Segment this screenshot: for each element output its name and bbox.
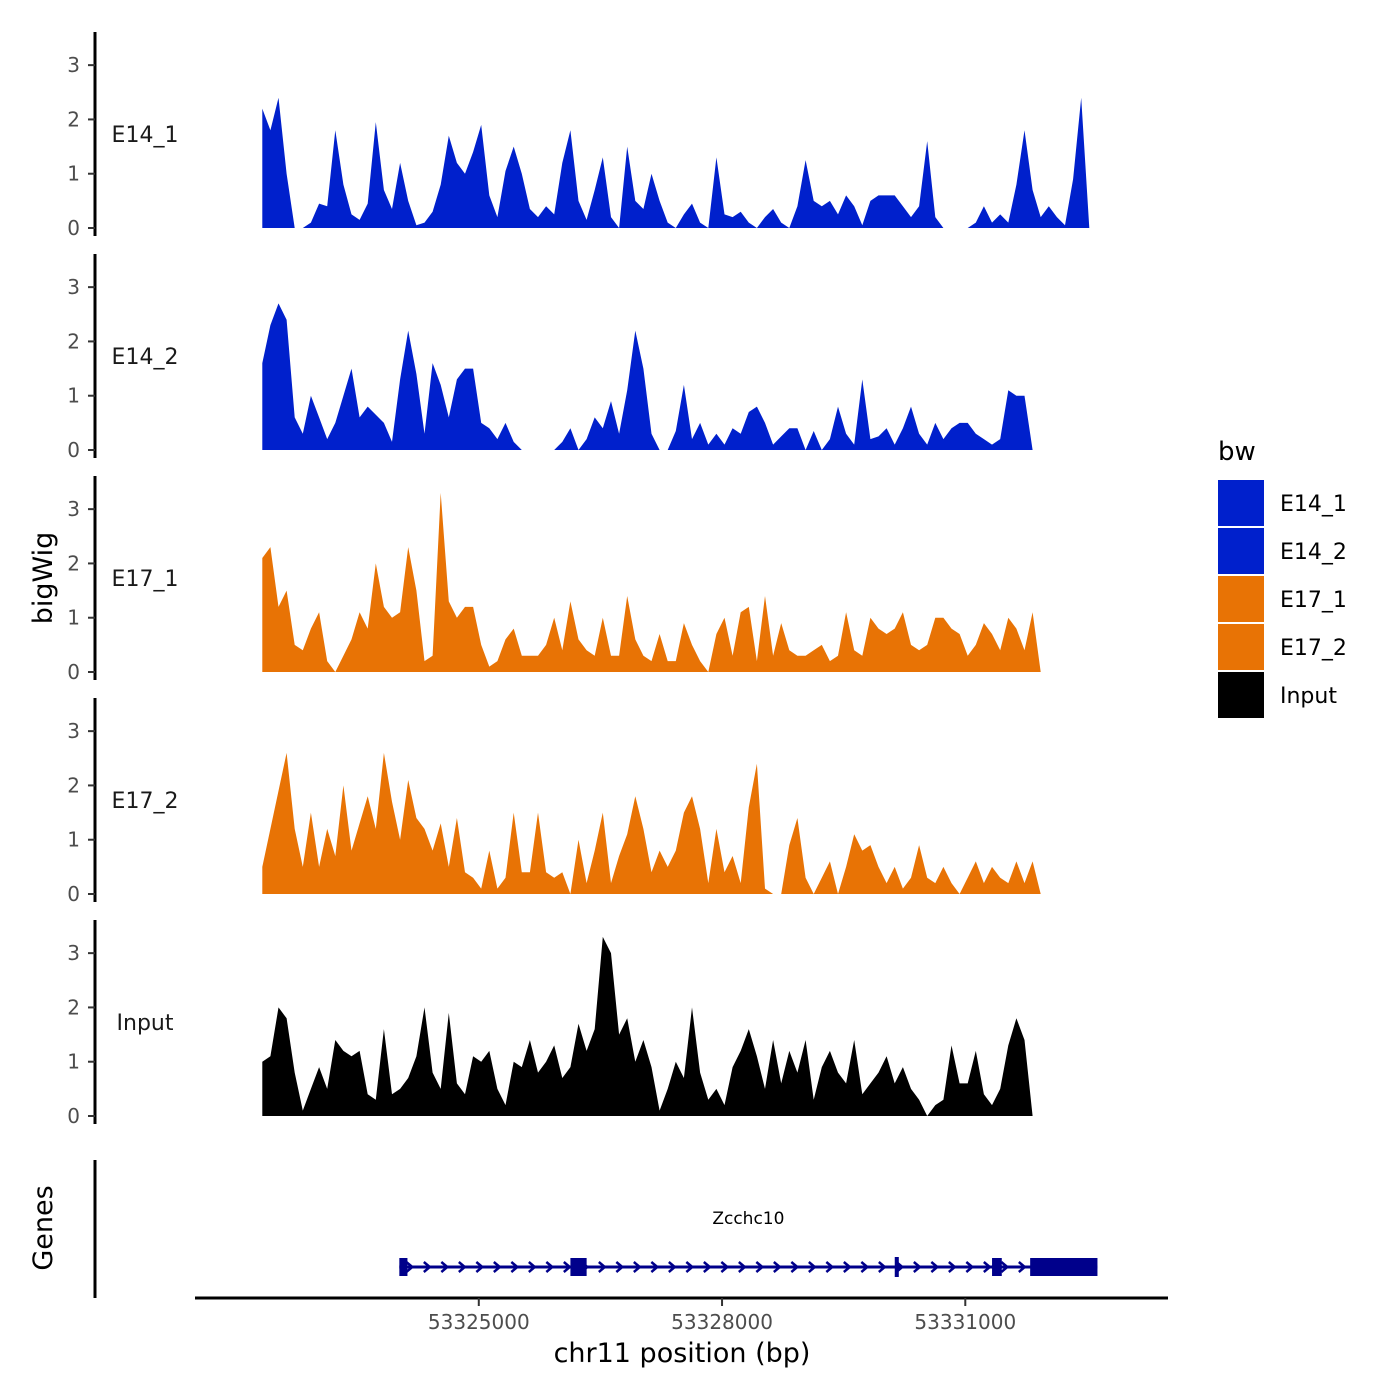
strand-arrow (843, 1261, 852, 1273)
gene-label: Zcchc10 (712, 1209, 784, 1229)
y-tick-label: 0 (67, 660, 80, 684)
strand-arrow (528, 1261, 537, 1273)
area-series-E17_2 (262, 752, 1098, 894)
genes-axis-title: Genes (28, 1185, 59, 1270)
signal-tracks: 0 1 2 3 E14_1 0 1 2 3 E14_2 0 1 2 3 E17_1 0 1 2 3 E17_2 0 1 2 3… (67, 32, 1098, 1128)
strand-arrow (703, 1261, 712, 1273)
strand-arrow (1000, 1261, 1010, 1273)
y-tick-label: 2 (67, 773, 80, 797)
legend-label-E17_2: E17_2 (1280, 636, 1347, 661)
strand-arrow (878, 1261, 887, 1273)
strand-arrow (493, 1261, 502, 1273)
y-tick-label: 2 (67, 329, 80, 353)
strand-arrow (685, 1261, 695, 1273)
legend-swatch-E17_1 (1218, 576, 1264, 622)
y-tick-label: 3 (67, 719, 80, 743)
strand-arrow (510, 1261, 520, 1273)
gene-exon (992, 1258, 1002, 1276)
strand-arrow (650, 1261, 660, 1273)
track-Input: 0 1 2 3 Input (67, 920, 1098, 1128)
gene-exon (399, 1258, 408, 1276)
legend-label-Input: Input (1280, 684, 1337, 709)
area-series-E14_1 (262, 97, 1098, 228)
gene-Zcchc10: Zcchc10 (399, 1209, 1098, 1277)
facet-label-E14_1: E14_1 (112, 123, 179, 148)
gene-exon (894, 1257, 899, 1277)
facet-label-E17_2: E17_2 (112, 789, 179, 814)
strand-arrow (738, 1261, 747, 1273)
y-tick-label: 0 (67, 438, 80, 462)
x-tick-label: 53325000 (428, 1310, 530, 1334)
legend-title: bw (1218, 437, 1256, 467)
y-tick-label: 3 (67, 275, 80, 299)
strand-arrow (773, 1261, 782, 1273)
genes-panel: Zcchc10 (93, 1160, 1098, 1298)
y-tick-label: 3 (67, 53, 80, 77)
strand-arrow (860, 1261, 870, 1273)
legend: bw E14_1 E14_2 E17_1 E17_2 Input (1218, 437, 1347, 718)
y-axis-title: bigWig (28, 532, 59, 625)
x-tick-label: 53331000 (914, 1310, 1016, 1334)
legend-swatch-E14_1 (1218, 480, 1264, 526)
legend-swatch-Input (1218, 672, 1264, 718)
y-tick-label: 1 (67, 828, 80, 852)
strand-arrow (668, 1261, 677, 1273)
track-E14_1: 0 1 2 3 E14_1 (67, 32, 1098, 240)
strand-arrow (965, 1261, 975, 1273)
strand-arrow (615, 1261, 625, 1273)
gene-exon (570, 1258, 587, 1276)
x-axis: 53325000 53328000 53331000 (195, 1296, 1168, 1334)
track-E14_2: 0 1 2 3 E14_2 (67, 254, 1098, 462)
legend-swatch-E17_2 (1218, 624, 1264, 670)
y-tick-label: 1 (67, 384, 80, 408)
gene-exon (1030, 1258, 1098, 1276)
strand-arrow (720, 1261, 730, 1273)
strand-arrow (755, 1261, 765, 1273)
area-series-E17_1 (262, 492, 1098, 672)
strand-arrow (948, 1261, 957, 1273)
y-tick-label: 0 (67, 1104, 80, 1128)
y-tick-label: 3 (67, 941, 80, 965)
facet-label-E14_2: E14_2 (112, 345, 179, 370)
track-E17_2: 0 1 2 3 E17_2 (67, 698, 1098, 906)
legend-swatch-E14_2 (1218, 528, 1264, 574)
y-tick-label: 1 (67, 1050, 80, 1074)
strand-arrow (808, 1261, 817, 1273)
track-E17_1: 0 1 2 3 E17_1 (67, 476, 1098, 684)
facet-label-Input: Input (117, 1011, 174, 1036)
strand-arrow (930, 1261, 940, 1273)
strand-arrow (545, 1261, 555, 1273)
y-tick-label: 2 (67, 551, 80, 575)
strand-arrow (825, 1261, 835, 1273)
strand-arrow (1018, 1261, 1027, 1273)
strand-arrow (598, 1261, 607, 1273)
y-tick-label: 0 (67, 216, 80, 240)
y-tick-label: 2 (67, 995, 80, 1019)
y-tick-label: 0 (67, 882, 80, 906)
strand-arrow (913, 1261, 922, 1273)
strand-arrow (563, 1261, 572, 1273)
strand-arrow (983, 1261, 992, 1273)
strand-arrow (405, 1261, 415, 1273)
strand-arrow (475, 1261, 485, 1273)
y-tick-label: 3 (67, 497, 80, 521)
strand-arrow (423, 1261, 432, 1273)
strand-arrow (458, 1261, 467, 1273)
legend-label-E14_1: E14_1 (1280, 492, 1347, 517)
legend-label-E14_2: E14_2 (1280, 540, 1347, 565)
legend-label-E17_1: E17_1 (1280, 588, 1347, 613)
y-tick-label: 1 (67, 162, 80, 186)
strand-arrow (790, 1261, 800, 1273)
strand-arrow (440, 1261, 450, 1273)
area-series-E14_2 (262, 303, 1098, 450)
x-tick-label: 53328000 (671, 1310, 773, 1334)
area-series-Input (262, 936, 1098, 1116)
strand-arrow (633, 1261, 642, 1273)
x-axis-title: chr11 position (bp) (554, 1338, 811, 1369)
y-tick-label: 2 (67, 107, 80, 131)
facet-label-E17_1: E17_1 (112, 567, 179, 592)
y-tick-label: 1 (67, 606, 80, 630)
